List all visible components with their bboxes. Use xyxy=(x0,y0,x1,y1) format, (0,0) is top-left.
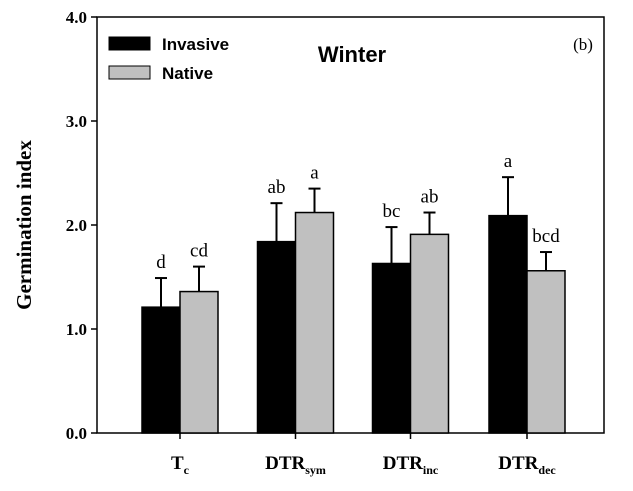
significance-letter: ab xyxy=(268,177,286,198)
significance-letter: d xyxy=(156,252,166,273)
significance-letter: a xyxy=(310,163,319,184)
x-tick-label: DTRinc xyxy=(383,453,439,477)
significance-letter: cd xyxy=(190,241,208,262)
bar-native xyxy=(526,270,566,434)
legend-swatch xyxy=(108,36,151,51)
y-axis-label: Germination index xyxy=(12,140,36,310)
bar-invasive xyxy=(488,214,528,434)
y-tick-label: 3.0 xyxy=(66,112,87,131)
x-tick-label: DTRdec xyxy=(498,453,556,477)
legend-label: Native xyxy=(162,64,213,83)
y-tick-label: 2.0 xyxy=(66,216,87,235)
x-tick-label: Tc xyxy=(171,453,190,477)
significance-letter: bcd xyxy=(532,226,560,247)
bar-invasive xyxy=(371,262,412,434)
bar-invasive xyxy=(256,240,297,434)
bar-invasive xyxy=(141,306,181,434)
legend-swatch xyxy=(108,65,151,80)
y-tick-label: 0.0 xyxy=(66,424,87,443)
chart-title: Winter xyxy=(318,42,387,67)
y-tick-label: 1.0 xyxy=(66,320,87,339)
y-tick-label: 4.0 xyxy=(66,8,87,27)
panel-label: (b) xyxy=(573,35,593,54)
bar-native xyxy=(294,211,335,434)
significance-letter: bc xyxy=(383,201,401,222)
bar-native xyxy=(409,233,450,434)
significance-letter: a xyxy=(504,151,513,172)
significance-letter: ab xyxy=(421,187,439,208)
x-tick-label: DTRsym xyxy=(265,453,326,477)
legend-label: Invasive xyxy=(162,35,229,54)
legend: Invasive Native xyxy=(108,35,229,83)
bar-native xyxy=(179,290,219,434)
